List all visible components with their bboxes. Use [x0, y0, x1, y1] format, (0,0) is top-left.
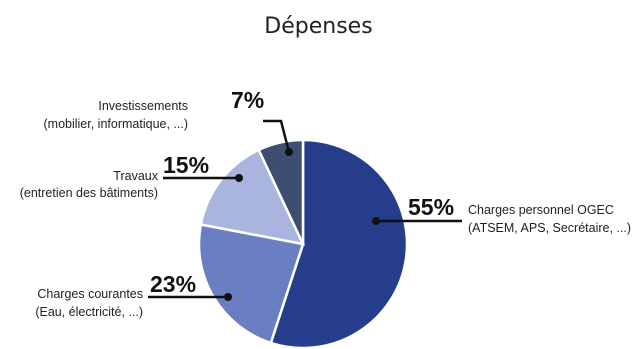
leader-dot-charges-courantes	[224, 293, 232, 301]
slice-label-charges-personnel-line2: (ATSEM, APS, Secrétaire, ...)	[468, 221, 631, 235]
leader-line-investissements	[263, 119, 291, 153]
pct-label-investissements: 7%	[231, 87, 264, 113]
pct-label-charges-personnel: 55%	[408, 194, 454, 220]
chart-title: Dépenses	[264, 14, 373, 39]
leader-dot-charges-personnel	[372, 217, 380, 225]
pie-slice-investissements	[257, 138, 305, 245]
slice-label-charges-courantes-line1: Charges courantes	[37, 287, 143, 301]
pct-label-travaux: 15%	[163, 152, 209, 178]
pie-slice-travaux	[199, 148, 306, 246]
slice-label-travaux-line1: Travaux	[113, 169, 158, 183]
leader-dot-travaux	[235, 174, 243, 182]
slice-label-investissements-line1: Investissements	[98, 99, 188, 113]
pct-label-charges-courantes: 23%	[150, 271, 196, 297]
slice-label-charges-courantes-line2: (Eau, électricité, ...)	[35, 305, 143, 319]
pie-slice-charges-personnel	[269, 138, 409, 349]
slice-label-investissements-line2: (mobilier, informatique, ...)	[44, 117, 189, 131]
leader-dot-investissements	[285, 148, 293, 156]
slice-label-charges-personnel-line1: Charges personnel OGEC	[468, 203, 614, 217]
slice-label-travaux-line2: (entretien des bâtiments)	[20, 186, 158, 200]
